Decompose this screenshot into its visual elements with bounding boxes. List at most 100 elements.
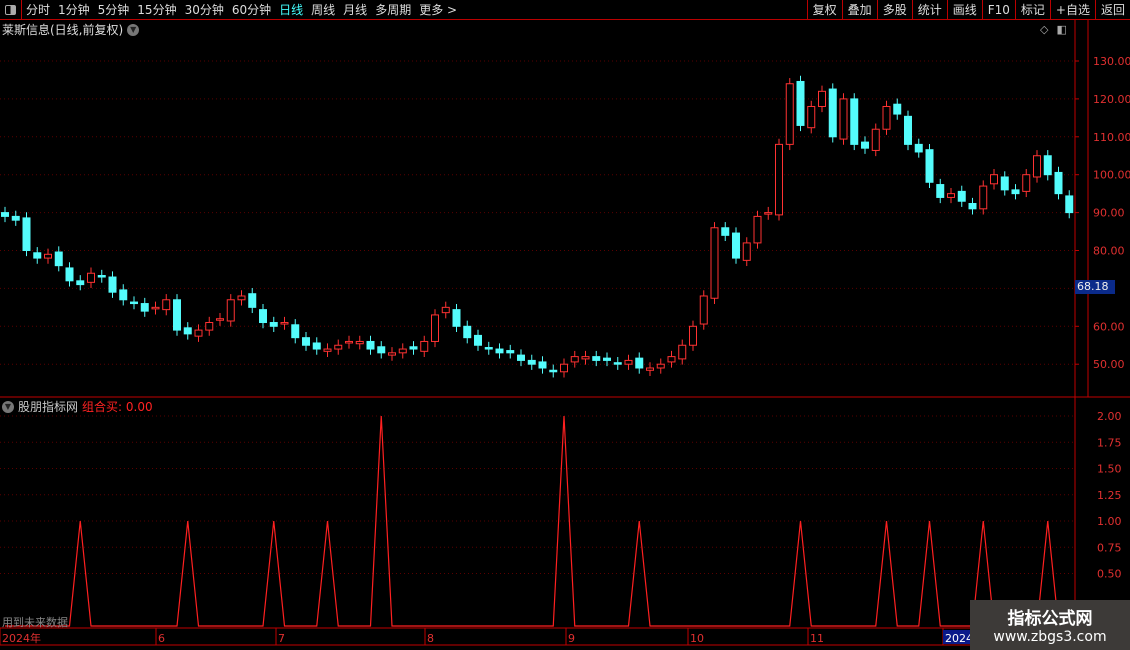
action-button[interactable]: F10 (981, 0, 1015, 20)
chevron-down-icon[interactable]: ▼ (127, 23, 140, 36)
period-tab[interactable]: 更多 > (419, 3, 458, 17)
price-tick-label: 80.00 (1093, 245, 1125, 258)
period-tab[interactable]: 多周期 (375, 3, 412, 17)
action-button[interactable]: 复权 (806, 0, 842, 20)
action-button[interactable]: +自选 (1049, 0, 1095, 20)
candle-body (108, 276, 117, 293)
candle-body (904, 115, 912, 145)
period-tab[interactable]: 1分钟 (58, 3, 90, 17)
panel-toggle-icon[interactable]: ◧ (1056, 23, 1067, 36)
period-tab[interactable]: 5分钟 (97, 3, 130, 17)
last-price-tag: 68.18 (1075, 280, 1115, 294)
candle-body (76, 280, 85, 286)
candle-body (409, 346, 418, 350)
action-button[interactable]: 标记 (1014, 0, 1050, 20)
candle-body (269, 322, 278, 327)
candle-body (22, 217, 31, 252)
period-tab[interactable]: 60分钟 (231, 3, 272, 17)
candle-body (613, 362, 622, 365)
candle-body (1043, 155, 1052, 176)
candle-body (248, 293, 257, 308)
candle-body (818, 90, 826, 107)
period-tab[interactable]: 周线 (311, 3, 336, 17)
future-data-note: 用到未来数据 (2, 616, 68, 629)
action-button[interactable]: 统计 (911, 0, 947, 20)
candle-body (33, 252, 42, 259)
stock-title: 莱斯信息(日线,前复权) (2, 23, 124, 37)
candle-body (388, 352, 396, 356)
time-label: 8 (427, 632, 434, 645)
candle-body (1011, 189, 1020, 195)
candle-body (549, 369, 558, 373)
candle-body (871, 128, 880, 151)
candle-body (398, 348, 407, 354)
candle-body (291, 324, 300, 339)
indicator-value: 组合买: 0.00 (82, 400, 153, 414)
candle-body (441, 306, 450, 314)
candle-body (570, 356, 579, 363)
period-tab[interactable]: 月线 (343, 3, 368, 17)
candle-body (280, 322, 289, 325)
period-tab[interactable]: 分时 (26, 3, 51, 17)
candle-body (130, 301, 138, 305)
candle-body (259, 309, 267, 324)
chart-title: 莱斯信息(日线,前复权) ▼ (2, 21, 140, 38)
price-tick-label: 110.00 (1093, 131, 1130, 144)
candle-body (216, 318, 224, 321)
candle-body (527, 359, 536, 365)
candle-body (850, 98, 859, 145)
indicator-tick-label: 1.25 (1097, 489, 1122, 502)
candle-body (1065, 195, 1074, 214)
indicator-tick-label: 1.75 (1097, 436, 1122, 449)
time-label: 9 (568, 632, 575, 645)
diamond-icon[interactable]: ◇ (1040, 23, 1049, 36)
candle-body (11, 215, 20, 221)
time-label: 7 (278, 632, 285, 645)
candle-body (678, 344, 687, 360)
candle-body (656, 363, 665, 369)
candle-body (1033, 155, 1041, 178)
candle-body (237, 295, 246, 301)
candle-body (495, 348, 504, 354)
candle-body (323, 348, 332, 352)
candle-body (431, 314, 439, 342)
indicator-tick-label: 0.75 (1097, 541, 1122, 554)
period-tab[interactable]: 30分钟 (184, 3, 224, 17)
layout-toggle-button[interactable] (0, 0, 22, 20)
candle-body (119, 289, 128, 301)
candle-body (162, 299, 171, 311)
candle-body (173, 299, 181, 331)
action-button[interactable]: 画线 (946, 0, 982, 20)
candle-body (312, 342, 321, 350)
watermark-title: 指标公式网 (1007, 609, 1093, 629)
candle-body (807, 105, 816, 129)
indicator-line (5, 415, 1070, 627)
candle-body (1000, 176, 1009, 191)
toolbar: 分时 1分钟 5分钟 15分钟 30分钟 60分钟 日线 周线 月线 多周期 更多 > 复权 叠加 多股… (0, 0, 1130, 20)
action-button[interactable]: 返回 (1094, 0, 1130, 20)
action-button[interactable]: 叠加 (841, 0, 877, 20)
price-tick-label: 60.00 (1093, 320, 1125, 333)
candle-body (377, 346, 386, 354)
candle-body (140, 303, 149, 312)
indicator-tick-label: 1.00 (1097, 515, 1122, 528)
chevron-down-icon[interactable]: ▼ (2, 400, 14, 413)
candle-body (474, 334, 482, 346)
candle-body (936, 184, 945, 198)
candle-body (914, 143, 923, 153)
period-tab[interactable]: 日线 (279, 3, 304, 17)
candle-body (839, 98, 848, 140)
action-button[interactable]: 多股 (876, 0, 912, 20)
candle-body (54, 251, 63, 267)
time-label: 11 (810, 632, 824, 645)
time-label: 2024年 (2, 631, 41, 645)
candle-body (635, 357, 644, 369)
candle-body (463, 325, 472, 339)
candle-body (764, 212, 773, 215)
period-tab[interactable]: 15分钟 (137, 3, 177, 17)
candle-body (732, 232, 740, 259)
candle-body (44, 253, 52, 259)
candle-body (1, 212, 9, 217)
candle-body (699, 295, 708, 325)
